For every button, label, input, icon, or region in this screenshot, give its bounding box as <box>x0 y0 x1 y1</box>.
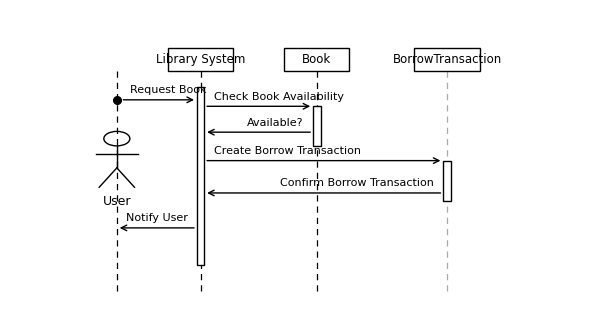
Text: Available?: Available? <box>247 118 304 127</box>
Bar <box>313 106 320 146</box>
Text: Library System: Library System <box>156 53 245 66</box>
Text: Create Borrow Transaction: Create Borrow Transaction <box>214 146 361 156</box>
Text: Check Book Availability: Check Book Availability <box>214 92 344 101</box>
Bar <box>168 48 233 71</box>
Text: User: User <box>103 195 131 208</box>
Bar <box>415 48 479 71</box>
Bar <box>443 161 451 201</box>
Text: Book: Book <box>302 53 331 66</box>
Bar <box>284 48 349 71</box>
Text: Request Book: Request Book <box>130 85 206 95</box>
Text: Confirm Borrow Transaction: Confirm Borrow Transaction <box>280 178 434 188</box>
Text: Notify User: Notify User <box>125 213 188 223</box>
Text: BorrowTransaction: BorrowTransaction <box>392 53 502 66</box>
Bar <box>197 87 204 265</box>
